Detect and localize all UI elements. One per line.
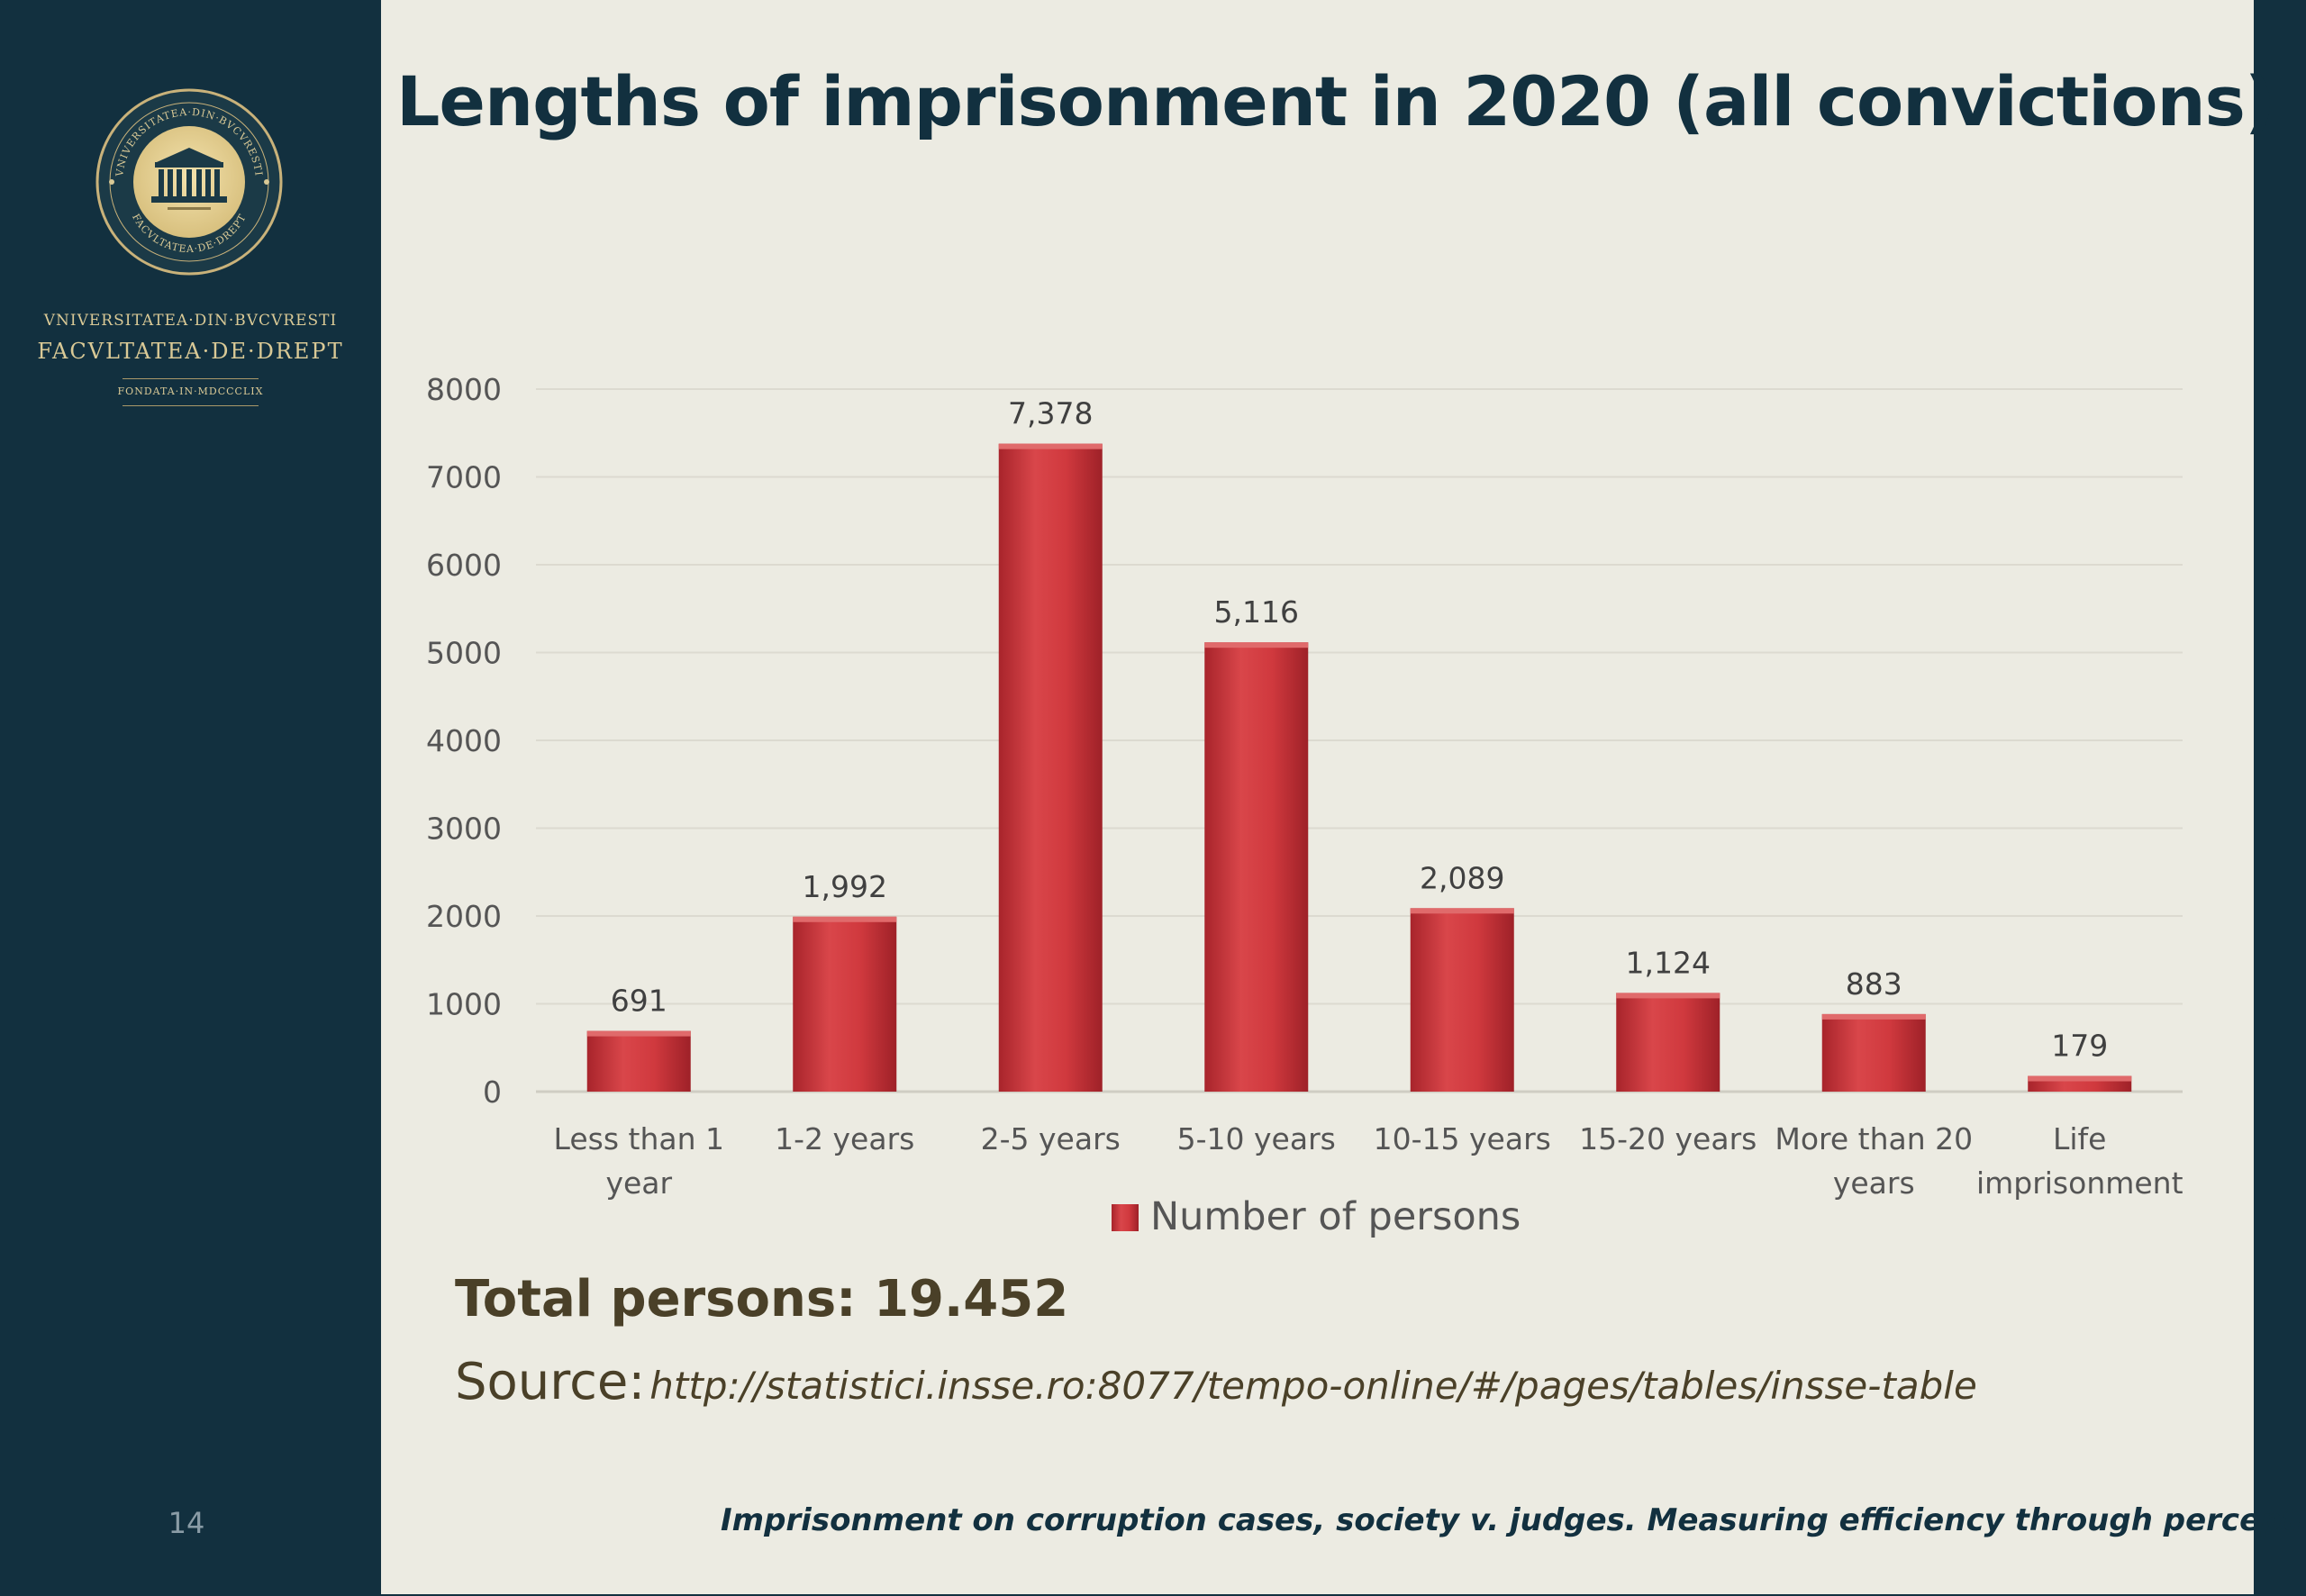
slide-number: 14	[168, 1506, 205, 1540]
y-tick-label: 8000	[426, 372, 502, 407]
bar	[1821, 1013, 1926, 1092]
divider	[123, 378, 259, 379]
x-tick-label: imprisonment	[1976, 1165, 2183, 1201]
data-label: 1,992	[803, 869, 887, 904]
source-line: Source: http://statistici.insse.ro:8077/…	[455, 1353, 1977, 1411]
slide-title: Lengths of imprisonment in 2020 (all con…	[396, 61, 2276, 141]
y-tick-label: 5000	[426, 636, 502, 671]
bar-highlight	[793, 916, 897, 922]
y-tick-label: 1000	[426, 987, 502, 1022]
bar	[586, 1030, 691, 1092]
y-tick-label: 3000	[426, 812, 502, 847]
bar-highlight	[1410, 908, 1514, 914]
y-tick-label: 2000	[426, 899, 502, 934]
bar	[1410, 908, 1514, 1092]
bar-highlight	[1616, 993, 1720, 999]
divider	[123, 405, 259, 406]
legend-label: Number of persons	[1150, 1194, 1521, 1239]
y-tick-label: 7000	[426, 460, 502, 495]
bar-highlight	[1821, 1013, 1926, 1020]
footer-caption: Imprisonment on corruption cases, societ…	[721, 1502, 2306, 1538]
sidebar: VNIVERSITATEA·DIN·BVCVRESTI FACVLTATEA·D…	[0, 0, 381, 1596]
data-label: 179	[2051, 1029, 2108, 1064]
y-tick-label: 0	[483, 1075, 502, 1110]
university-name: VNIVERSITATEA·DIN·BVCVRESTI	[43, 312, 338, 330]
data-label: 1,124	[1626, 945, 1711, 980]
y-tick-label: 4000	[426, 723, 502, 758]
x-tick-label: 15-20 years	[1579, 1121, 1757, 1156]
x-tick-label: 1-2 years	[775, 1121, 914, 1156]
bar-highlight	[998, 443, 1103, 449]
x-tick-label: 10-15 years	[1374, 1121, 1551, 1156]
x-tick-label: More than 20	[1775, 1121, 1973, 1156]
data-label: 7,378	[1008, 396, 1093, 431]
bar-highlight	[1204, 642, 1309, 648]
x-tick-label: years	[1833, 1165, 1915, 1201]
bar	[998, 443, 1103, 1092]
x-tick-label: year	[605, 1165, 672, 1201]
bar-highlight	[586, 1030, 691, 1037]
x-tick-label: Less than 1	[554, 1121, 724, 1156]
x-tick-label: Life	[2053, 1121, 2106, 1156]
founded-line: FONDATA·IN·MDCCCLIX	[117, 385, 264, 397]
data-label: 2,089	[1420, 860, 1504, 895]
bottom-border-strip	[0, 1594, 2306, 1596]
total-persons: Total persons: 19.452	[455, 1270, 1069, 1328]
source-label: Source:	[455, 1353, 646, 1411]
bar	[1616, 993, 1720, 1092]
x-tick-label: 2-5 years	[981, 1121, 1121, 1156]
faculty-seal-logo: VNIVERSITATEA·DIN·BVCVRESTI FACVLTATEA·D…	[95, 88, 283, 276]
faculty-name: FACVLTATEA·DE·DREPT	[37, 339, 344, 364]
x-tick-label: 5-10 years	[1177, 1121, 1336, 1156]
bar	[1204, 642, 1309, 1092]
bar-highlight	[2028, 1075, 2132, 1082]
data-label: 691	[611, 984, 667, 1019]
source-link[interactable]: http://statistici.insse.ro:8077/tempo-on…	[649, 1364, 1977, 1408]
right-border-strip	[2254, 0, 2306, 1596]
legend-swatch	[1112, 1204, 1139, 1231]
y-tick-label: 6000	[426, 548, 502, 583]
data-label: 5,116	[1214, 594, 1299, 630]
bar	[793, 916, 897, 1092]
data-label: 883	[1846, 966, 1902, 1002]
